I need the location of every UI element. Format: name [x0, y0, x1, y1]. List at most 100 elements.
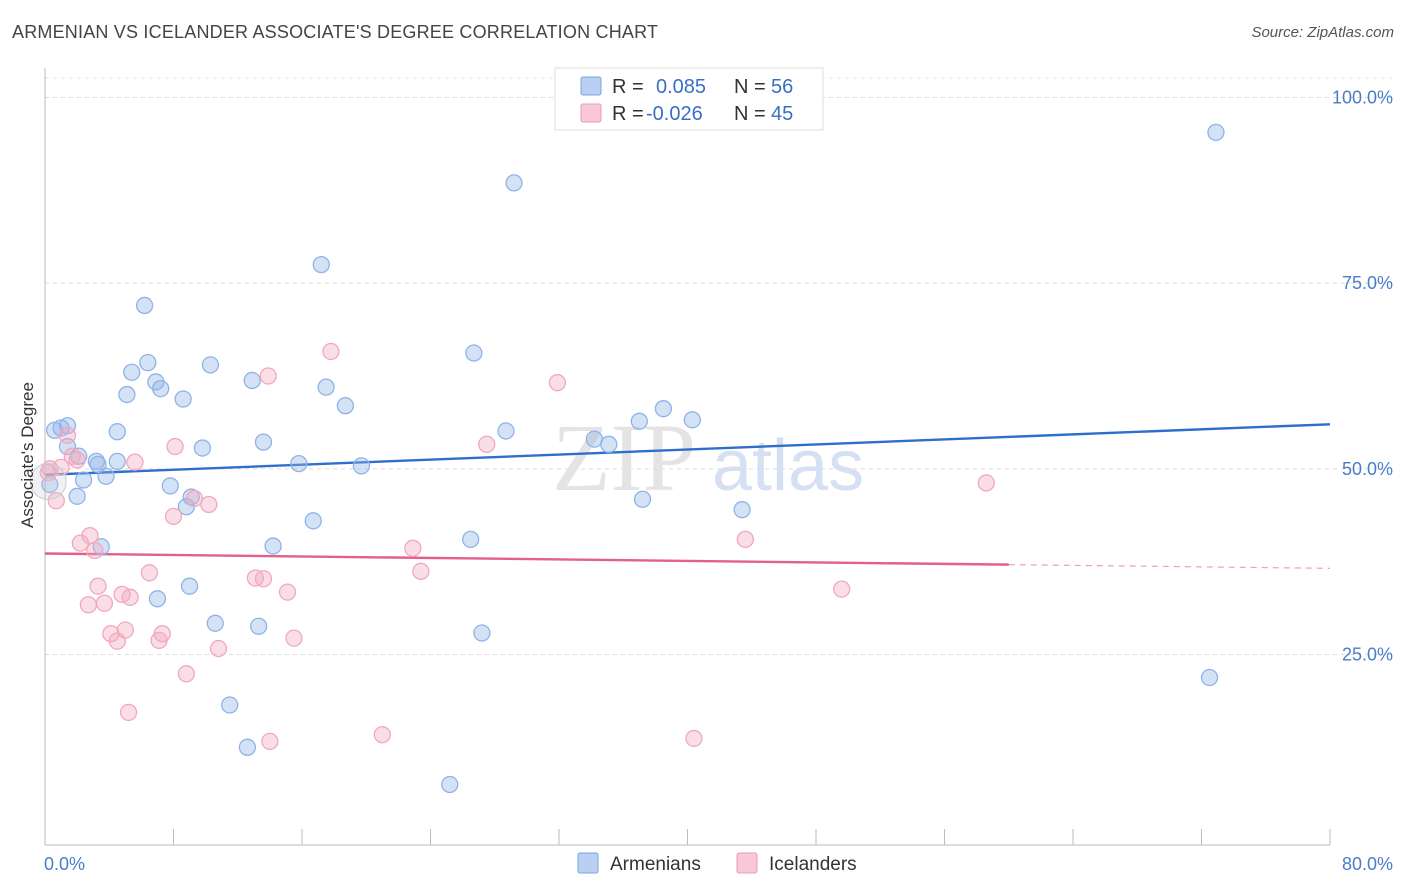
point-icelanders	[119, 703, 138, 722]
point-armenians	[221, 696, 239, 714]
legend-swatch-armenians	[580, 76, 602, 96]
point-icelanders	[285, 629, 303, 647]
point-armenians	[264, 537, 282, 555]
point-icelanders	[261, 732, 279, 751]
point-armenians	[161, 477, 179, 495]
y-axis-title: Associate's Degree	[18, 382, 37, 528]
point-icelanders	[548, 374, 567, 392]
point-armenians	[148, 590, 167, 608]
point-armenians	[74, 471, 93, 489]
trend-lines	[44, 423, 1331, 569]
point-armenians	[1200, 668, 1219, 687]
point-armenians	[58, 417, 77, 435]
axes	[44, 68, 1331, 846]
point-armenians	[462, 530, 480, 549]
legend-n-label-icelanders: N =	[734, 103, 766, 125]
watermark-atlas: atlas	[712, 426, 864, 506]
point-armenians	[201, 356, 220, 374]
legend-n-value-icelanders: 45	[771, 103, 793, 125]
point-armenians	[505, 174, 523, 192]
point-armenians	[1207, 123, 1225, 142]
point-armenians	[497, 422, 515, 440]
legend-swatch-icelanders	[580, 103, 602, 123]
point-icelanders	[89, 577, 107, 595]
point-icelanders	[833, 580, 851, 598]
legend: R = 0.085 N = 56 R = -0.026 N = 45	[554, 67, 824, 131]
point-armenians	[206, 614, 224, 632]
point-icelanders	[200, 495, 218, 514]
point-armenians	[135, 296, 154, 315]
point-icelanders	[52, 458, 70, 476]
point-icelanders	[126, 453, 144, 471]
bottom-legend-swatch-icelanders	[736, 852, 758, 874]
point-icelanders	[121, 588, 139, 606]
point-armenians	[108, 452, 126, 471]
bottom-legend-swatch-armenians	[577, 852, 599, 874]
point-armenians	[68, 487, 86, 505]
point-armenians	[633, 490, 652, 508]
point-armenians	[254, 433, 273, 451]
point-icelanders	[166, 437, 184, 456]
point-armenians	[238, 738, 257, 756]
point-icelanders	[95, 594, 114, 612]
chart-title: ARMENIAN VS ICELANDER ASSOCIATE'S DEGREE…	[12, 22, 659, 42]
point-icelanders	[412, 562, 430, 580]
point-icelanders	[116, 621, 134, 639]
x-tick-label: 0.0%	[44, 854, 85, 874]
point-armenians	[174, 390, 192, 408]
point-armenians	[87, 452, 106, 471]
point-armenians	[336, 397, 355, 415]
source-label: Source: ZipAtlas.com	[1251, 24, 1394, 41]
point-armenians	[89, 455, 107, 474]
trend-line-icelanders	[44, 552, 1009, 566]
y-tick-label: 25.0%	[1342, 645, 1393, 665]
grid-lines	[45, 77, 1392, 655]
point-icelanders	[71, 534, 89, 552]
point-icelanders	[68, 451, 86, 469]
legend-r-label-armenians: R =	[612, 76, 644, 98]
point-armenians	[139, 353, 157, 372]
point-armenians	[180, 577, 199, 595]
point-armenians	[290, 454, 308, 473]
trend-line-dashed-icelanders	[1008, 564, 1331, 569]
point-icelanders	[254, 570, 273, 588]
point-armenians	[733, 501, 751, 519]
point-icelanders	[259, 367, 277, 385]
point-armenians	[108, 423, 126, 441]
point-armenians	[683, 411, 701, 429]
point-armenians	[473, 624, 491, 642]
bottom-legend-label-armenians: Armenians	[610, 854, 701, 875]
point-armenians	[193, 439, 212, 457]
point-armenians	[151, 379, 170, 398]
data-points	[29, 123, 1225, 794]
point-armenians	[317, 378, 335, 396]
point-icelanders	[373, 726, 391, 744]
point-icelanders	[153, 625, 171, 643]
legend-n-value-armenians: 56	[771, 76, 793, 98]
point-armenians	[585, 430, 603, 448]
y-tick-label: 100.0%	[1332, 88, 1393, 108]
point-icelanders	[278, 583, 297, 601]
point-armenians	[118, 385, 136, 404]
point-cluster	[29, 462, 67, 500]
point-armenians	[97, 467, 115, 485]
legend-r-value-armenians: 0.085	[656, 76, 706, 98]
watermark: ZIP atlas	[552, 404, 864, 511]
point-icelanders	[86, 541, 104, 560]
point-armenians	[654, 400, 673, 418]
bottom-legend-label-icelanders: Icelanders	[769, 854, 857, 875]
trend-line-armenians	[44, 423, 1331, 476]
watermark-zip: ZIP	[552, 404, 696, 511]
point-armenians	[630, 412, 648, 430]
point-icelanders	[177, 665, 196, 683]
point-icelanders	[47, 492, 65, 510]
x-tick-label: 80.0%	[1342, 854, 1393, 874]
point-armenians	[312, 255, 330, 274]
series-armenians	[41, 123, 1225, 794]
point-armenians	[465, 344, 483, 362]
point-icelanders	[685, 729, 703, 748]
point-icelanders	[164, 507, 183, 526]
y-tick-label: 50.0%	[1342, 459, 1393, 479]
point-armenians	[441, 775, 459, 794]
